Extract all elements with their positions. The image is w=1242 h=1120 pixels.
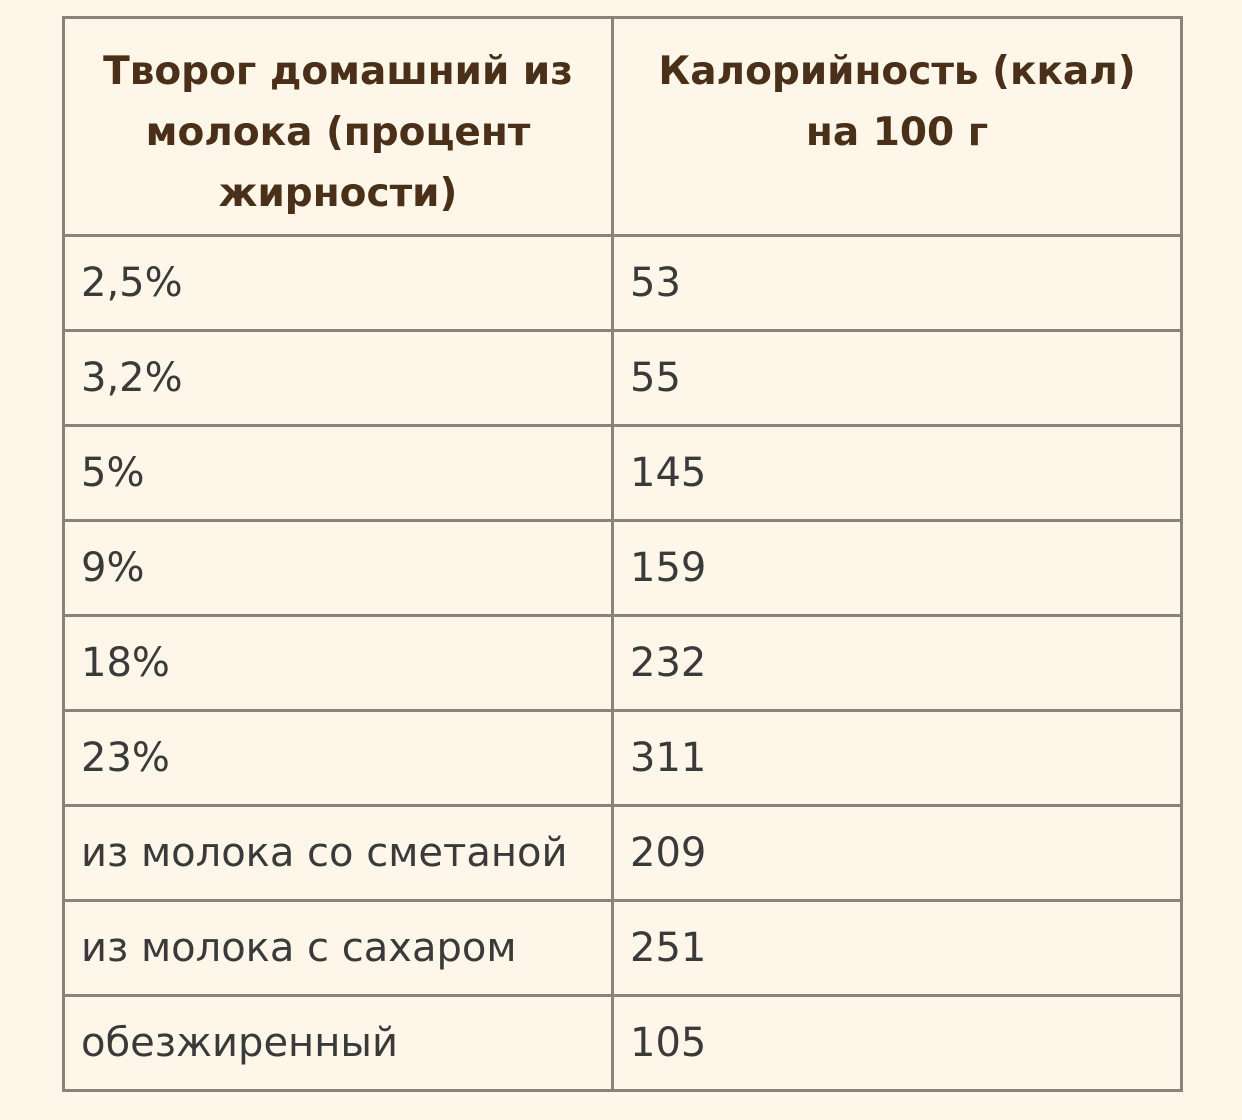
table-header-row: Творог домашний из молока (процент жирно…: [62, 16, 1183, 237]
table-row: 5% 145: [62, 424, 1183, 522]
table-row: обезжиренный 105: [62, 994, 1183, 1092]
cell-calories: 251: [611, 899, 1183, 997]
table-row: 2,5% 53: [62, 234, 1183, 332]
table-row: из молока со сметаной 209: [62, 804, 1183, 902]
table-row: 9% 159: [62, 519, 1183, 617]
cell-fat: из молока со сметаной: [62, 804, 614, 902]
cell-calories: 105: [611, 994, 1183, 1092]
table-row: 3,2% 55: [62, 329, 1183, 427]
cell-calories: 159: [611, 519, 1183, 617]
cell-calories: 209: [611, 804, 1183, 902]
header-cottage-cheese-fat: Творог домашний из молока (процент жирно…: [62, 16, 614, 237]
header-calories: Калорийность (ккал) на 100 г: [611, 16, 1183, 237]
table-row: 23% 311: [62, 709, 1183, 807]
table-row: 18% 232: [62, 614, 1183, 712]
cell-calories: 55: [611, 329, 1183, 427]
cell-fat: обезжиренный: [62, 994, 614, 1092]
calorie-table: Творог домашний из молока (процент жирно…: [62, 16, 1183, 1092]
cell-fat: 9%: [62, 519, 614, 617]
cell-calories: 232: [611, 614, 1183, 712]
cell-calories: 53: [611, 234, 1183, 332]
cell-fat: из молока с сахаром: [62, 899, 614, 997]
cell-fat: 18%: [62, 614, 614, 712]
cell-fat: 3,2%: [62, 329, 614, 427]
table-row: из молока с сахаром 251: [62, 899, 1183, 997]
cell-fat: 2,5%: [62, 234, 614, 332]
cell-fat: 23%: [62, 709, 614, 807]
cell-calories: 311: [611, 709, 1183, 807]
cell-calories: 145: [611, 424, 1183, 522]
calorie-table-container: Творог домашний из молока (процент жирно…: [62, 16, 1183, 1092]
cell-fat: 5%: [62, 424, 614, 522]
